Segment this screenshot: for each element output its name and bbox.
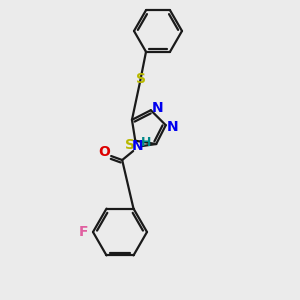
Text: H: H: [141, 136, 152, 148]
Text: S: S: [125, 138, 135, 152]
Text: N: N: [167, 120, 178, 134]
Text: O: O: [98, 145, 110, 159]
Text: F: F: [79, 225, 89, 239]
Text: S: S: [136, 72, 146, 86]
Text: N: N: [152, 101, 164, 115]
Text: N: N: [131, 139, 143, 153]
